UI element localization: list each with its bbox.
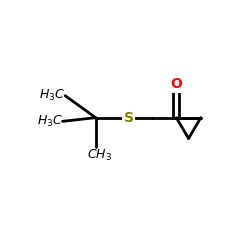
Text: S: S	[124, 111, 134, 125]
Text: $H_3C$: $H_3C$	[37, 114, 63, 129]
Text: O: O	[170, 77, 182, 91]
Text: $CH_3$: $CH_3$	[87, 148, 112, 163]
Text: $H_3C$: $H_3C$	[39, 88, 65, 103]
